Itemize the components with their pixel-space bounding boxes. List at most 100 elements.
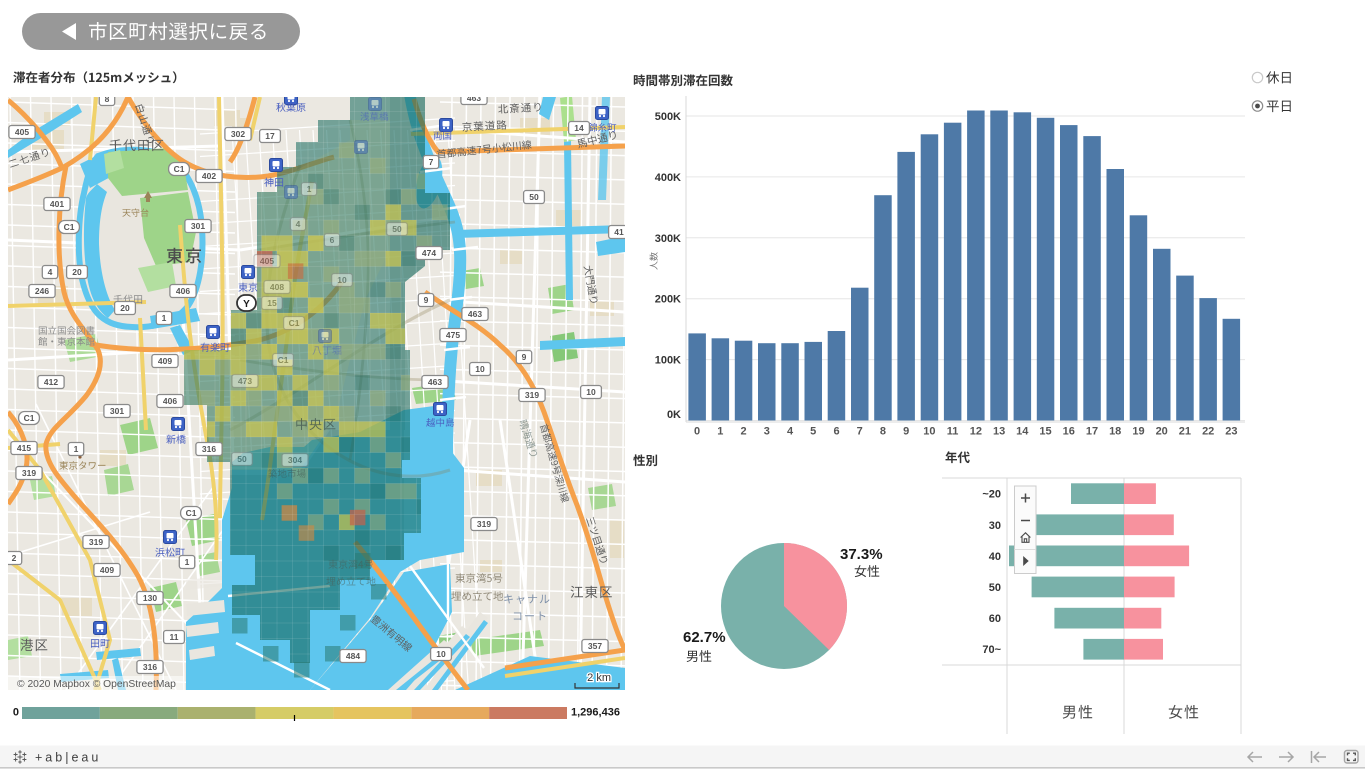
svg-text:17: 17 (265, 131, 275, 141)
svg-text:16: 16 (1063, 426, 1075, 438)
svg-text:0: 0 (13, 707, 19, 719)
svg-text:408: 408 (270, 282, 284, 292)
svg-text:© 2020 Mapbox © OpenStreetMap: © 2020 Mapbox © OpenStreetMap (17, 679, 176, 690)
svg-text:246: 246 (35, 286, 49, 296)
svg-text:23: 23 (1225, 426, 1237, 438)
svg-text:40: 40 (989, 551, 1001, 563)
svg-text:130: 130 (143, 593, 157, 603)
svg-text:20: 20 (120, 303, 130, 313)
svg-text:463: 463 (467, 93, 481, 103)
svg-text:12: 12 (970, 426, 982, 438)
svg-text:10: 10 (436, 649, 446, 659)
svg-text:14: 14 (574, 123, 584, 133)
svg-text:400K: 400K (655, 172, 681, 184)
svg-text:41: 41 (614, 227, 624, 237)
svg-text:2: 2 (741, 426, 747, 438)
svg-text:62.7%: 62.7% (683, 629, 726, 646)
svg-text:319: 319 (22, 468, 36, 478)
svg-text:484: 484 (346, 651, 360, 661)
svg-text:319: 319 (525, 390, 539, 400)
svg-text:316: 316 (143, 662, 157, 672)
svg-text:5: 5 (810, 426, 816, 438)
svg-text:200K: 200K (655, 294, 681, 306)
svg-text:20: 20 (1156, 426, 1168, 438)
svg-text:1: 1 (185, 557, 190, 567)
svg-text:C1: C1 (186, 508, 197, 518)
svg-text:8: 8 (105, 94, 110, 104)
svg-text:10: 10 (475, 364, 485, 374)
svg-text:15: 15 (1039, 426, 1051, 438)
svg-text:409: 409 (158, 356, 172, 366)
svg-text:2 km: 2 km (587, 672, 611, 684)
svg-text:406: 406 (163, 396, 177, 406)
svg-text:6: 6 (330, 235, 335, 245)
svg-text:319: 319 (477, 519, 491, 529)
svg-text:21: 21 (1179, 426, 1191, 438)
svg-text:50: 50 (237, 454, 247, 464)
svg-text:2: 2 (12, 553, 17, 563)
svg-text:473: 473 (238, 376, 252, 386)
svg-text:4: 4 (48, 267, 53, 277)
svg-text:50: 50 (989, 582, 1001, 594)
svg-text:415: 415 (17, 443, 31, 453)
svg-text:316: 316 (202, 444, 216, 454)
svg-text:C1: C1 (24, 413, 35, 423)
svg-text:4: 4 (787, 426, 794, 438)
svg-text:13: 13 (993, 426, 1005, 438)
svg-text:30: 30 (989, 520, 1001, 532)
svg-text:9: 9 (424, 295, 429, 305)
svg-text:500K: 500K (655, 111, 681, 123)
svg-text:~20: ~20 (982, 489, 1001, 501)
svg-text:357: 357 (588, 641, 602, 651)
svg-text:17: 17 (1086, 426, 1098, 438)
svg-text:22: 22 (1202, 426, 1214, 438)
svg-text:C1: C1 (64, 222, 75, 232)
svg-text:1: 1 (307, 184, 312, 194)
svg-text:50: 50 (392, 224, 402, 234)
svg-text:0: 0 (694, 426, 700, 438)
svg-text:9: 9 (522, 352, 527, 362)
svg-text:1,296,436: 1,296,436 (571, 707, 620, 719)
svg-text:301: 301 (110, 406, 124, 416)
svg-text:100K: 100K (655, 355, 681, 367)
svg-text:C1: C1 (174, 164, 185, 174)
svg-text:37.3%: 37.3% (840, 546, 883, 563)
svg-text:9: 9 (903, 426, 909, 438)
svg-text:70~: 70~ (982, 644, 1001, 656)
svg-text:300K: 300K (655, 233, 681, 245)
svg-text:463: 463 (468, 309, 482, 319)
svg-text:3: 3 (764, 426, 770, 438)
svg-text:475: 475 (446, 330, 460, 340)
svg-text:10: 10 (337, 275, 347, 285)
svg-text:8: 8 (880, 426, 886, 438)
svg-text:1: 1 (717, 426, 723, 438)
svg-text:10: 10 (923, 426, 935, 438)
svg-text:1: 1 (74, 444, 79, 454)
svg-text:Y: Y (243, 299, 250, 310)
svg-text:10: 10 (586, 387, 596, 397)
svg-text:C1: C1 (289, 318, 300, 328)
svg-text:C1: C1 (278, 355, 289, 365)
svg-text:302: 302 (231, 129, 245, 139)
svg-text:18: 18 (1109, 426, 1121, 438)
svg-text:406: 406 (176, 286, 190, 296)
svg-text:402: 402 (202, 171, 216, 181)
svg-text:319: 319 (89, 537, 103, 547)
svg-text:11: 11 (170, 632, 179, 642)
svg-text:6: 6 (833, 426, 839, 438)
svg-text:+ab|eau: +ab|eau (35, 751, 101, 765)
svg-text:50: 50 (529, 192, 539, 202)
svg-text:7: 7 (857, 426, 863, 438)
svg-text:0K: 0K (667, 409, 681, 421)
svg-text:1: 1 (162, 313, 167, 323)
svg-text:60: 60 (989, 613, 1001, 625)
svg-text:412: 412 (44, 377, 58, 387)
svg-text:405: 405 (15, 127, 29, 137)
svg-text:409: 409 (100, 565, 114, 575)
svg-text:301: 301 (191, 221, 205, 231)
svg-text:405: 405 (260, 256, 274, 266)
svg-text:7: 7 (429, 157, 434, 167)
svg-text:401: 401 (50, 199, 64, 209)
svg-text:4: 4 (296, 219, 301, 229)
svg-text:15: 15 (267, 298, 277, 308)
